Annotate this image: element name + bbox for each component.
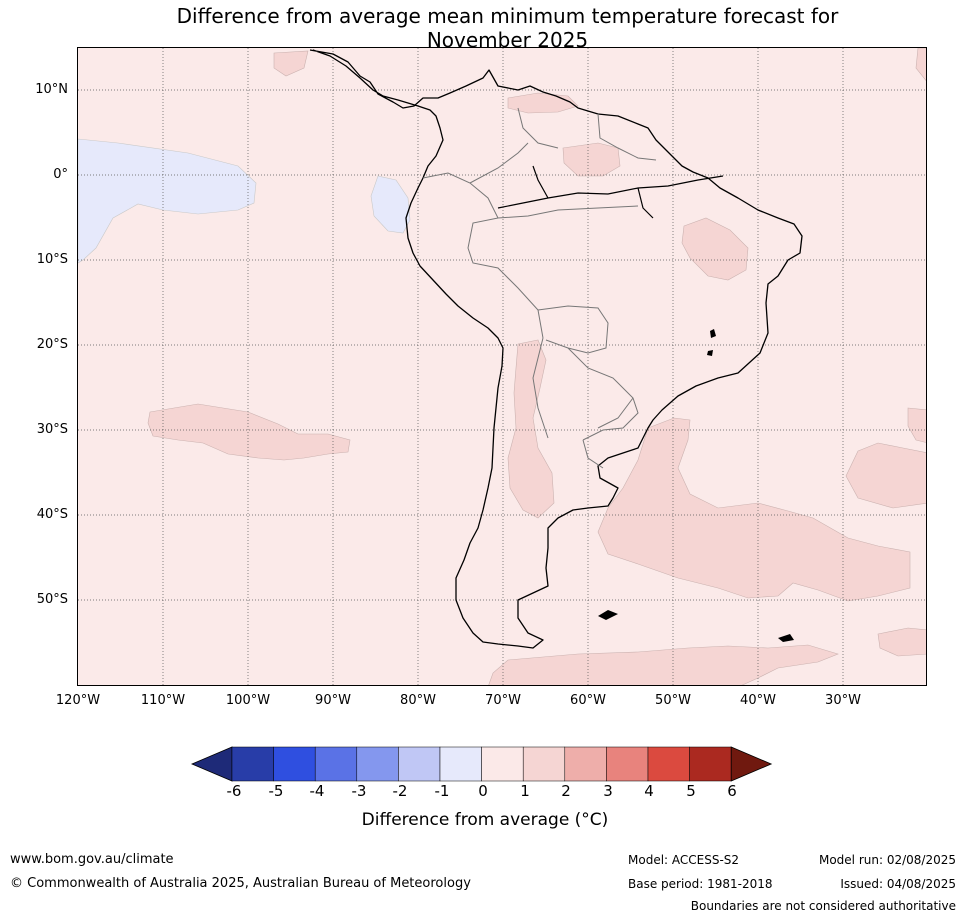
- lon-label-60w: 60°W: [570, 693, 606, 708]
- copyright-text: © Commonwealth of Australia 2025, Austra…: [10, 876, 471, 891]
- lon-label-100w: 100°W: [225, 693, 271, 708]
- islands: [598, 329, 794, 642]
- lon-label-80w: 80°W: [400, 693, 436, 708]
- colorbar-tick-label: -4: [309, 782, 325, 800]
- colorbar-tick-label: 5: [686, 782, 696, 800]
- lat-label-0: 0°: [53, 167, 68, 182]
- colorbar-tick-label: 1: [520, 782, 530, 800]
- map-title: Difference from average mean minimum tem…: [0, 4, 965, 52]
- colorbar-tick-label: -6: [226, 782, 242, 800]
- lat-label-40s: 40°S: [36, 507, 68, 522]
- colorbar-segment: [689, 746, 732, 782]
- colorbar-segment: [522, 746, 566, 782]
- colorbar-over-arrow: [730, 746, 773, 782]
- lon-label-90w: 90°W: [315, 693, 351, 708]
- issued-text: Issued: 04/08/2025: [840, 877, 956, 891]
- colorbar-segment: [564, 746, 607, 782]
- lat-label-20s: 20°S: [36, 337, 68, 352]
- model-text: Model: ACCESS-S2: [628, 853, 740, 867]
- lon-label-40w: 40°W: [740, 693, 776, 708]
- background-anomaly-0-1: [78, 48, 926, 685]
- colorbar-tick-label: -1: [434, 782, 450, 800]
- title-line-1: Difference from average mean minimum tem…: [176, 4, 839, 28]
- lat-label-10s: 10°S: [36, 252, 68, 267]
- colorbar-tick-label: 4: [644, 782, 654, 800]
- colorbar-tick-label: -3: [351, 782, 367, 800]
- gridlines: [78, 48, 926, 685]
- colorbar-segment: [647, 746, 690, 782]
- map-canvas: [78, 48, 926, 685]
- colorbar-segment: [439, 746, 482, 782]
- country-borders: [422, 107, 657, 469]
- colorbar-under-arrow: [190, 746, 233, 782]
- colorbar-segment: [398, 746, 441, 782]
- colorbar-segment: [273, 746, 316, 782]
- colorbar-segment: [606, 746, 649, 782]
- colorbar: [190, 746, 773, 782]
- colorbar-tick-label: -5: [268, 782, 284, 800]
- colorbar-segment: [356, 746, 399, 782]
- rivers: [497, 165, 724, 219]
- cool-anomaly-ecuador: [370, 175, 411, 234]
- base-period-text: Base period: 1981-2018: [628, 877, 773, 891]
- colorbar-tick-label: 2: [561, 782, 571, 800]
- lat-label-10n: 10°N: [35, 82, 68, 97]
- website-text: www.bom.gov.au/climate: [10, 852, 174, 867]
- lat-label-30s: 30°S: [36, 422, 68, 437]
- lon-label-120w: 120°W: [55, 693, 101, 708]
- model-run-text: Model run: 02/08/2025: [818, 853, 956, 867]
- cool-anomaly-pacific: [78, 138, 257, 264]
- colorbar-segment: [231, 746, 274, 782]
- lon-label-50w: 50°W: [655, 693, 691, 708]
- map-panel: [77, 47, 927, 686]
- colorbar-tick-label: -2: [392, 782, 408, 800]
- lon-label-110w: 110°W: [140, 693, 186, 708]
- colorbar-tick-label: 6: [727, 782, 737, 800]
- lon-label-30w: 30°W: [825, 693, 861, 708]
- disclaimer-text: Boundaries are not considered authoritat…: [690, 899, 956, 913]
- colorbar-title: Difference from average (°C): [361, 810, 609, 830]
- lat-label-50s: 50°S: [36, 592, 68, 607]
- colorbar-tick-label: 3: [603, 782, 613, 800]
- colorbar-tick-label: 0: [478, 782, 488, 800]
- lon-label-70w: 70°W: [485, 693, 521, 708]
- south-america-coastline: [309, 49, 803, 649]
- colorbar-segment: [314, 746, 358, 782]
- colorbar-segment: [481, 746, 524, 782]
